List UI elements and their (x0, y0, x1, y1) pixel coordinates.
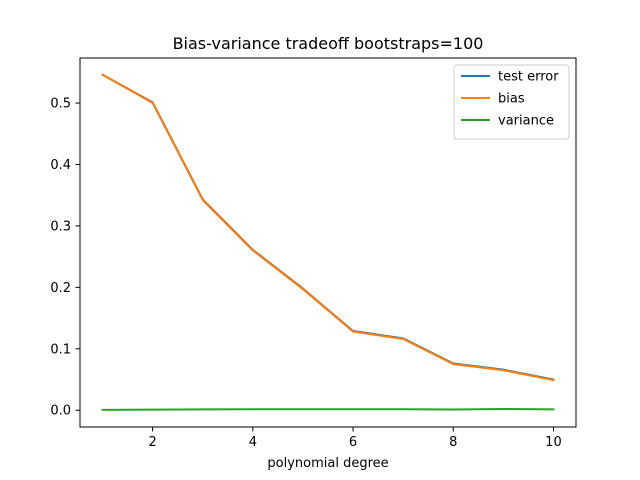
x-tick-label: 6 (349, 435, 357, 450)
y-axis: 0.0 0.1 0.2 0.3 0.4 0.5 (50, 97, 80, 419)
series-line-bias (101, 73, 555, 382)
x-tick-label: 2 (149, 435, 157, 450)
x-tick-label: 8 (449, 435, 457, 450)
x-tick-label: 4 (249, 435, 257, 450)
legend-label: test error (498, 70, 559, 85)
y-tick-label: 0.2 (50, 281, 71, 296)
chart-title: Bias-variance tradeoff bootstraps=100 (173, 34, 484, 53)
y-tick-label: 0.1 (50, 342, 71, 357)
y-tick-label: 0.0 (50, 404, 71, 419)
x-axis-label: polynomial degree (267, 456, 388, 471)
series-line-variance (101, 408, 555, 411)
y-tick-label: 0.5 (50, 97, 71, 112)
legend: test error bias variance (453, 64, 570, 140)
y-tick-label: 0.3 (50, 219, 71, 234)
legend-label: bias (498, 92, 525, 107)
y-tick-label: 0.4 (50, 158, 71, 173)
axes-frame (79, 57, 577, 428)
plot-area (101, 73, 555, 411)
x-tick-label: 10 (545, 435, 562, 450)
legend-label: variance (498, 114, 554, 129)
x-axis: 2 4 6 8 10 (149, 427, 562, 450)
